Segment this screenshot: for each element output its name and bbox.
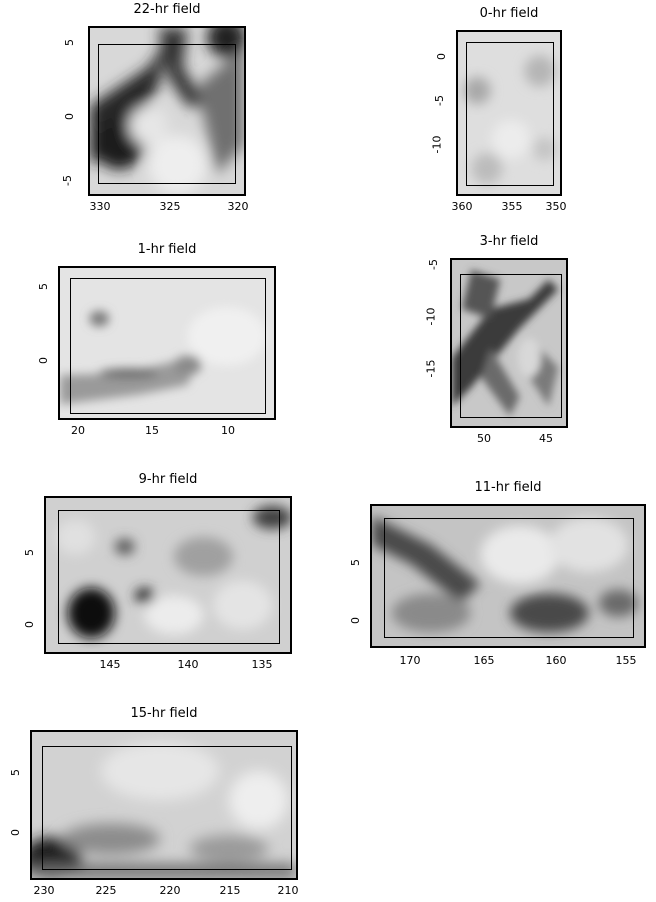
y-tick: 5: [349, 559, 362, 566]
x-tick: 360: [451, 200, 473, 213]
x-tick: 50: [477, 432, 491, 445]
x-tick: 330: [89, 200, 111, 213]
y-tick: 5: [23, 549, 36, 556]
image-frame: [44, 496, 292, 654]
panel-title: 11-hr field: [474, 480, 542, 495]
image-frame: [88, 26, 246, 196]
x-tick: 320: [227, 200, 249, 213]
y-tick: 0: [37, 357, 50, 364]
grayscale-map: [372, 506, 644, 646]
survey-boundary: [460, 274, 562, 418]
x-tick: 160: [545, 654, 567, 667]
x-tick: 210: [277, 884, 299, 897]
x-tick: 135: [251, 658, 273, 671]
y-tick: 0: [435, 53, 448, 60]
survey-boundary: [70, 278, 266, 414]
survey-boundary: [42, 746, 292, 870]
image-frame: [456, 30, 562, 196]
y-tick: -5: [432, 95, 446, 106]
grayscale-map: [60, 268, 274, 418]
grayscale-map: [458, 32, 560, 194]
y-tick: -10: [430, 135, 444, 154]
x-tick: 15: [145, 424, 159, 437]
image-frame: [370, 504, 646, 648]
image-frame: [450, 258, 568, 428]
grayscale-map: [452, 260, 566, 426]
y-tick: 5: [37, 283, 50, 290]
x-tick: 155: [615, 654, 637, 667]
x-tick: 325: [159, 200, 181, 213]
x-tick: 20: [71, 424, 85, 437]
grayscale-map: [32, 732, 296, 878]
panel-title: 1-hr field: [137, 242, 197, 257]
grayscale-map: [46, 498, 290, 652]
survey-boundary: [466, 42, 554, 186]
survey-boundary: [58, 510, 280, 644]
y-tick: 5: [63, 39, 76, 46]
image-frame: [30, 730, 298, 880]
image-frame: [58, 266, 276, 420]
y-tick: 5: [9, 769, 22, 776]
panel-3hr: 3-hr field 50 45 -5 -10 -15: [424, 234, 568, 445]
x-tick: 350: [545, 200, 567, 213]
y-tick: 0: [63, 113, 76, 120]
x-tick: 220: [159, 884, 181, 897]
survey-boundary: [98, 44, 236, 184]
panel-9hr: 9-hr field 145 140 135 5 0: [23, 472, 292, 671]
panel-title: 15-hr field: [130, 706, 198, 721]
x-tick: 355: [501, 200, 523, 213]
y-tick: 0: [349, 617, 362, 624]
x-tick: 45: [539, 432, 553, 445]
panel-0hr: 0-hr field 360 355 350 0 -5 -10: [430, 6, 566, 213]
x-tick: 215: [219, 884, 241, 897]
x-tick: 145: [99, 658, 121, 671]
x-tick: 230: [33, 884, 55, 897]
x-tick: 170: [399, 654, 421, 667]
survey-boundary: [384, 518, 634, 638]
y-tick: -5: [426, 259, 440, 270]
x-tick: 140: [177, 658, 199, 671]
panel-title: 3-hr field: [479, 234, 539, 249]
grayscale-map: [90, 28, 244, 194]
y-tick: -15: [424, 359, 438, 378]
y-tick: -5: [60, 175, 74, 186]
x-tick: 10: [221, 424, 235, 437]
x-tick: 225: [95, 884, 117, 897]
panel-title: 22-hr field: [133, 2, 201, 17]
panel-11hr: 11-hr field 170 165 160 155 5 0: [349, 480, 646, 667]
y-tick: 0: [23, 621, 36, 628]
y-tick: -10: [424, 307, 438, 326]
panel-22hr: 22-hr field 330 325 320 5 0 -5: [61, 2, 249, 213]
panel-15hr: 15-hr field 230 225 220 215 210 5 0: [9, 706, 299, 897]
x-tick: 165: [473, 654, 495, 667]
y-tick: 0: [9, 829, 22, 836]
panel-1hr: 1-hr field 20 15 10 5 0: [37, 242, 276, 437]
panel-title: 0-hr field: [479, 6, 539, 21]
panel-title: 9-hr field: [138, 472, 198, 487]
